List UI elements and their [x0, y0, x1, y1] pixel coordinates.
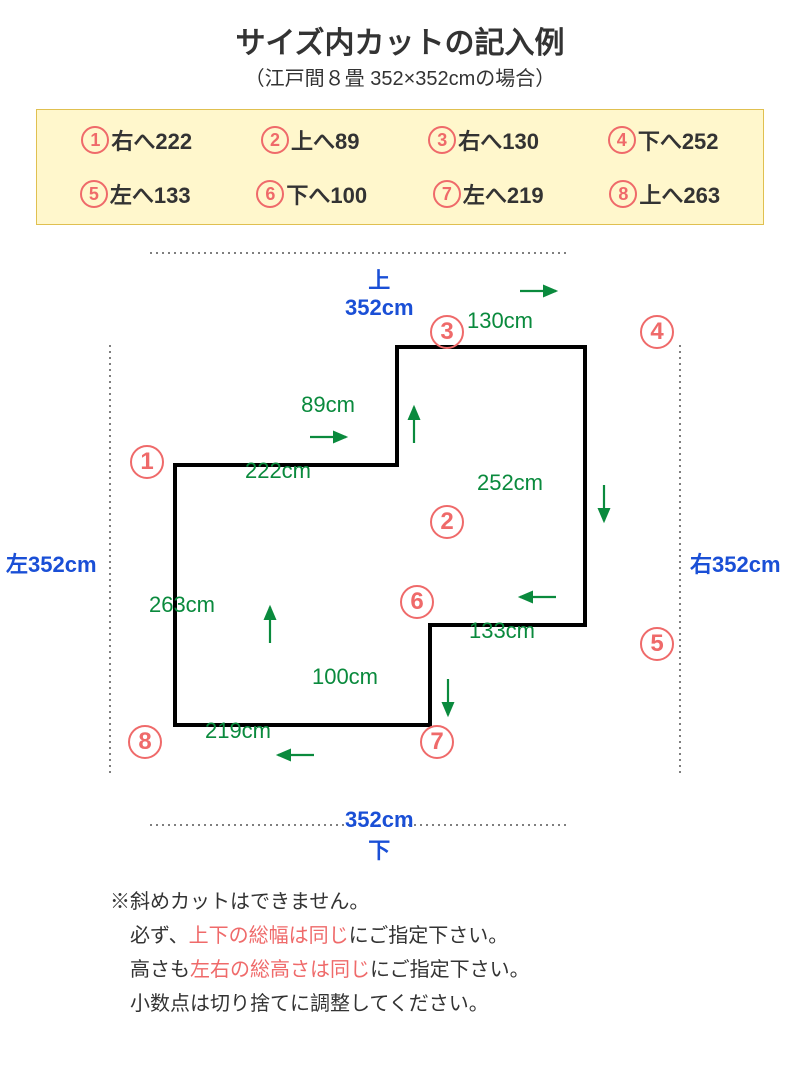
note-line: 小数点は切り捨てに調整してください。: [110, 987, 800, 1021]
note-emphasis: 上下の総幅は同じ: [189, 925, 349, 947]
dimension-label-bottom: 352cm下: [345, 807, 414, 865]
note-line: 高さも左右の総高さは同じにご指定下さい。: [110, 953, 800, 987]
page-subtitle: （江戸間８畳 352×352cmの場合）: [0, 62, 800, 91]
vertex-number-icon: 3: [430, 315, 464, 349]
dimension-label-top: 上352cm: [345, 263, 414, 321]
step-number-icon: 3: [428, 126, 456, 154]
cut-shape: [175, 347, 585, 725]
instruction-text: 上へ263: [639, 178, 720, 210]
vertex-number-icon: 7: [420, 725, 454, 759]
instruction-text: 左へ133: [110, 178, 191, 210]
segment-label: 89cm: [301, 392, 355, 418]
step-number-icon: 1: [81, 126, 109, 154]
instruction-row: 5左へ133 6下へ100 7左へ219 8上へ263: [47, 178, 753, 210]
instruction-item: 8上へ263: [609, 178, 720, 210]
step-number-icon: 5: [80, 180, 108, 208]
instruction-item: 5左へ133: [80, 178, 191, 210]
vertex-number-icon: 8: [128, 725, 162, 759]
instruction-row: 1右へ222 2上へ89 3右へ130 4下へ252: [47, 124, 753, 156]
cut-diagram: 1 2 3 4 5 6 7 8 222cm 89cm 130cm 252cm 133cm 100cm 219…: [0, 235, 800, 875]
segment-label: 222cm: [245, 458, 311, 484]
segment-label: 133cm: [469, 618, 535, 644]
instruction-item: 2上へ89: [261, 124, 359, 156]
instruction-text: 下へ100: [286, 178, 367, 210]
note-line: ※斜めカットはできません。: [110, 885, 800, 919]
instruction-text: 右へ222: [111, 124, 192, 156]
instruction-text: 左へ219: [463, 178, 544, 210]
notes-block: ※斜めカットはできません。 必ず、上下の総幅は同じにご指定下さい。 高さも左右の…: [110, 885, 800, 1021]
step-number-icon: 6: [256, 180, 284, 208]
step-number-icon: 2: [261, 126, 289, 154]
segment-label: 252cm: [477, 470, 543, 496]
instruction-text: 上へ89: [291, 124, 359, 156]
vertex-number-icon: 5: [640, 627, 674, 661]
vertex-number-icon: 2: [430, 505, 464, 539]
vertex-number-icon: 4: [640, 315, 674, 349]
instruction-item: 7左へ219: [433, 178, 544, 210]
segment-label: 263cm: [149, 592, 215, 618]
step-number-icon: 7: [433, 180, 461, 208]
instruction-item: 6下へ100: [256, 178, 367, 210]
note-line: 必ず、上下の総幅は同じにご指定下さい。: [110, 919, 800, 953]
segment-label: 219cm: [205, 718, 271, 744]
instruction-item: 4下へ252: [608, 124, 719, 156]
note-emphasis: 左右の総高さは同じ: [190, 959, 370, 981]
segment-label: 130cm: [467, 308, 533, 334]
instruction-text: 下へ252: [638, 124, 719, 156]
page-title: サイズ内カットの記入例: [0, 18, 800, 62]
step-number-icon: 4: [608, 126, 636, 154]
instruction-text: 右へ130: [458, 124, 539, 156]
vertex-number-icon: 1: [130, 445, 164, 479]
instruction-box: 1右へ222 2上へ89 3右へ130 4下へ252 5左へ133 6下へ100 7左へ21…: [36, 109, 764, 225]
segment-label: 100cm: [312, 664, 378, 690]
dimension-label-right: 右352cm: [690, 547, 781, 579]
instruction-item: 1右へ222: [81, 124, 192, 156]
diagram-svg: [0, 235, 800, 875]
dimension-label-left: 左352cm: [6, 547, 97, 579]
step-number-icon: 8: [609, 180, 637, 208]
instruction-item: 3右へ130: [428, 124, 539, 156]
vertex-number-icon: 6: [400, 585, 434, 619]
